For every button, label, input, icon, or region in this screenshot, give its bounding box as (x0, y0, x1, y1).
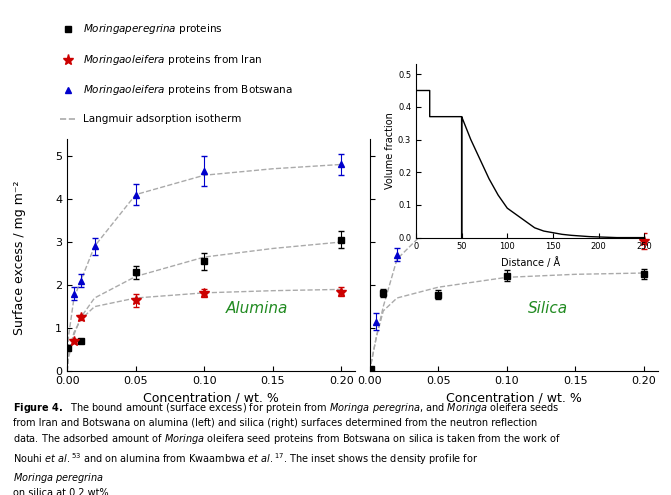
X-axis label: Distance / Å: Distance / Å (501, 257, 560, 268)
Text: Silica: Silica (528, 301, 568, 316)
X-axis label: Concentration / wt. %: Concentration / wt. % (446, 392, 582, 405)
Text: $\it{Moringa oleifera}$ proteins from Botswana: $\it{Moringa oleifera}$ proteins from Bo… (83, 83, 293, 97)
X-axis label: Concentration / wt. %: Concentration / wt. % (143, 392, 279, 405)
Y-axis label: Volume fraction: Volume fraction (385, 112, 395, 190)
Text: Alumina: Alumina (225, 301, 288, 316)
Text: Langmuir adsorption isotherm: Langmuir adsorption isotherm (83, 114, 241, 124)
Text: $\it{Moringa oleifera}$ proteins from Iran: $\it{Moringa oleifera}$ proteins from Ir… (83, 53, 262, 67)
Text: $\bf{Figure\ 4.}$  The bound amount (surface excess) for protein from $\it{Morin: $\bf{Figure\ 4.}$ The bound amount (surf… (13, 401, 561, 495)
Text: Surface excess / mg m⁻²: Surface excess / mg m⁻² (13, 180, 26, 335)
Text: $\it{Moringa peregrina}$ proteins: $\it{Moringa peregrina}$ proteins (83, 22, 222, 36)
